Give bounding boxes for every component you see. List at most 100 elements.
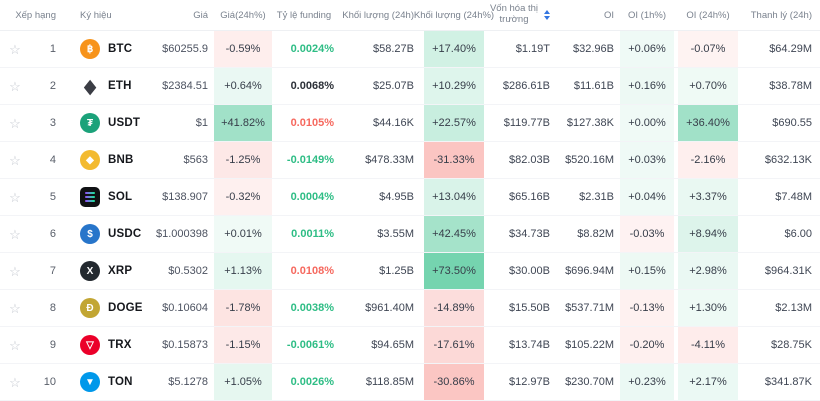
table-row[interactable]: ☆ 1 ฿ BTC $60255.9 -0.59% 0.0024% $58.27B +17.40… — [0, 31, 820, 68]
heat-cell-oi24: +1.30% — [678, 290, 738, 326]
cell-oi24: -0.07% — [676, 31, 740, 67]
table-row[interactable]: ☆ 10 ▼ TON $5.1278 +1.05% 0.0026% $118.85M -30.8… — [0, 364, 820, 401]
heat-cell-value: +0.01% — [224, 228, 262, 240]
price-value: $0.15873 — [162, 339, 208, 351]
rank-value: 7 — [49, 265, 56, 277]
heat-cell-value: -0.03% — [629, 228, 665, 240]
sort-icon[interactable] — [544, 10, 550, 20]
cell-oi: $32.96B — [558, 31, 618, 67]
heat-cell-value: +0.70% — [689, 80, 727, 92]
favorite-star-icon[interactable]: ☆ — [9, 41, 21, 57]
cell-fav: ☆ — [0, 364, 30, 400]
sort-down-arrow-icon — [544, 16, 550, 20]
table-row[interactable]: ☆ 3 ₮ USDT $1 +41.82% 0.0105% $44.16K +22.57% $11… — [0, 105, 820, 142]
table-row[interactable]: ☆ 6 $ USDC $1.000398 +0.01% 0.0011% $3.55M +42.4… — [0, 216, 820, 253]
heat-cell-value: +0.16% — [628, 80, 666, 92]
column-header-oi1h[interactable]: OI (1h%) — [618, 0, 676, 30]
heat-cell-oi1h: +0.06% — [620, 31, 674, 67]
favorite-star-icon[interactable]: ☆ — [9, 226, 21, 242]
column-header-funding[interactable]: Tỷ lệ funding — [274, 0, 344, 30]
column-header-price[interactable]: Giá — [154, 0, 212, 30]
cell-symbol: ▽ TRX — [74, 327, 154, 363]
cell-rank: 5 — [30, 179, 74, 215]
price-value: $563 — [183, 154, 208, 166]
column-header-rank[interactable]: Xếp hạng — [15, 0, 74, 30]
rank-value: 2 — [49, 80, 56, 92]
vol-value: $58.27B — [373, 43, 414, 55]
table-body: ☆ 1 ฿ BTC $60255.9 -0.59% 0.0024% $58.27B +17.40… — [0, 31, 820, 401]
cell-rank: 6 — [30, 216, 74, 252]
heat-cell-vol24: -30.86% — [424, 364, 484, 400]
column-header-vol[interactable]: Khối lượng (24h) — [342, 0, 422, 30]
heat-cell-chg24: +1.05% — [214, 364, 272, 400]
cell-fav: ☆ — [0, 290, 30, 326]
table-row[interactable]: ☆ 9 ▽ TRX $0.15873 -1.15% -0.0061% $94.65M -17.6… — [0, 327, 820, 364]
oi-value: $2.31B — [579, 191, 614, 203]
column-header-oi24[interactable]: OI (24h%) — [676, 0, 740, 30]
heat-cell-vol24: +10.29% — [424, 68, 484, 104]
table-row[interactable]: ☆ 7 X XRP $0.5302 +1.13% 0.0108% $1.25B +73.50% $… — [0, 253, 820, 290]
oi-value: $127.38K — [566, 117, 614, 129]
column-header-symbol[interactable]: Ký hiệu — [74, 0, 154, 30]
doge-icon: Ð — [80, 298, 100, 318]
column-header-liq[interactable]: Thanh lý (24h) — [740, 0, 820, 30]
favorite-star-icon[interactable]: ☆ — [9, 78, 21, 94]
column-header-label: Khối lượng (24h) — [342, 9, 414, 21]
column-header-oi[interactable]: OI — [558, 0, 618, 30]
table-row[interactable]: ☆ 2 ◆ ETH $2384.51 +0.64% 0.0068% $25.07B +10.29… — [0, 68, 820, 105]
vol-value: $25.07B — [373, 80, 414, 92]
cell-fav: ☆ — [0, 68, 30, 104]
table-row[interactable]: ☆ 4 ◆ BNB $563 -1.25% -0.0149% $478.33M -31.33% $… — [0, 142, 820, 179]
column-header-chg24[interactable]: Giá(24h%) — [212, 0, 274, 30]
rank-value: 3 — [49, 117, 56, 129]
heat-cell-oi1h: +0.04% — [620, 179, 674, 215]
symbol-name: XRP — [108, 265, 133, 277]
cell-chg24: +1.13% — [212, 253, 274, 289]
cell-mcap: $13.74B — [486, 327, 558, 363]
cell-vol24: -31.33% — [422, 142, 486, 178]
table-row[interactable]: ☆ 8 Ð DOGE $0.10604 -1.78% 0.0038% $961.40M -14.… — [0, 290, 820, 327]
cell-rank: 9 — [30, 327, 74, 363]
column-header-mcap[interactable]: Vốn hóa thị trường — [486, 0, 558, 30]
usdc-icon: $ — [80, 224, 100, 244]
table-header: Xếp hạng Ký hiệu Giá Giá(24h%) Tỷ lệ funding… — [0, 0, 820, 31]
cell-vol24: +13.04% — [422, 179, 486, 215]
symbol-name: USDT — [108, 117, 141, 129]
favorite-star-icon[interactable]: ☆ — [9, 189, 21, 205]
ton-icon: ▼ — [80, 372, 100, 392]
cell-liq: $2.13M — [740, 290, 820, 326]
cell-chg24: -1.15% — [212, 327, 274, 363]
favorite-star-icon[interactable]: ☆ — [9, 152, 21, 168]
heat-cell-chg24: +0.01% — [214, 216, 272, 252]
column-header-label: Xếp hạng — [15, 9, 56, 21]
heat-cell-value: -31.33% — [433, 154, 475, 166]
cell-vol: $25.07B — [344, 68, 422, 104]
favorite-star-icon[interactable]: ☆ — [9, 115, 21, 131]
oi-value: $105.22M — [565, 339, 614, 351]
cell-liq: $7.48M — [740, 179, 820, 215]
cell-vol: $44.16K — [344, 105, 422, 141]
column-header-label: Vốn hóa thị trường — [489, 3, 539, 25]
symbol-name: TRX — [108, 339, 132, 351]
favorite-star-icon[interactable]: ☆ — [9, 263, 21, 279]
cell-chg24: -0.59% — [212, 31, 274, 67]
heat-cell-oi24: -4.11% — [678, 327, 738, 363]
cell-price: $2384.51 — [154, 68, 212, 104]
cell-oi1h: +0.06% — [618, 31, 676, 67]
heat-cell-value: -4.11% — [690, 339, 726, 351]
cell-oi24: +0.70% — [676, 68, 740, 104]
mcap-value: $82.03B — [509, 154, 550, 166]
sol-bar — [85, 195, 95, 199]
cell-symbol: SOL — [74, 179, 154, 215]
cell-vol: $94.65M — [344, 327, 422, 363]
column-header-vol24[interactable]: Khối lượng (24h%) — [414, 0, 494, 30]
heat-cell-oi1h: +0.00% — [620, 105, 674, 141]
rank-value: 10 — [43, 376, 56, 388]
favorite-star-icon[interactable]: ☆ — [9, 300, 21, 316]
favorite-star-icon[interactable]: ☆ — [9, 337, 21, 353]
favorite-star-icon[interactable]: ☆ — [9, 374, 21, 390]
cell-oi24: -2.16% — [676, 142, 740, 178]
column-header-label: Tỷ lệ funding — [276, 9, 332, 21]
cell-mcap: $82.03B — [486, 142, 558, 178]
table-row[interactable]: ☆ 5 SOL $138.907 -0.32% 0.0004% $4.95B +13.04% $… — [0, 179, 820, 216]
